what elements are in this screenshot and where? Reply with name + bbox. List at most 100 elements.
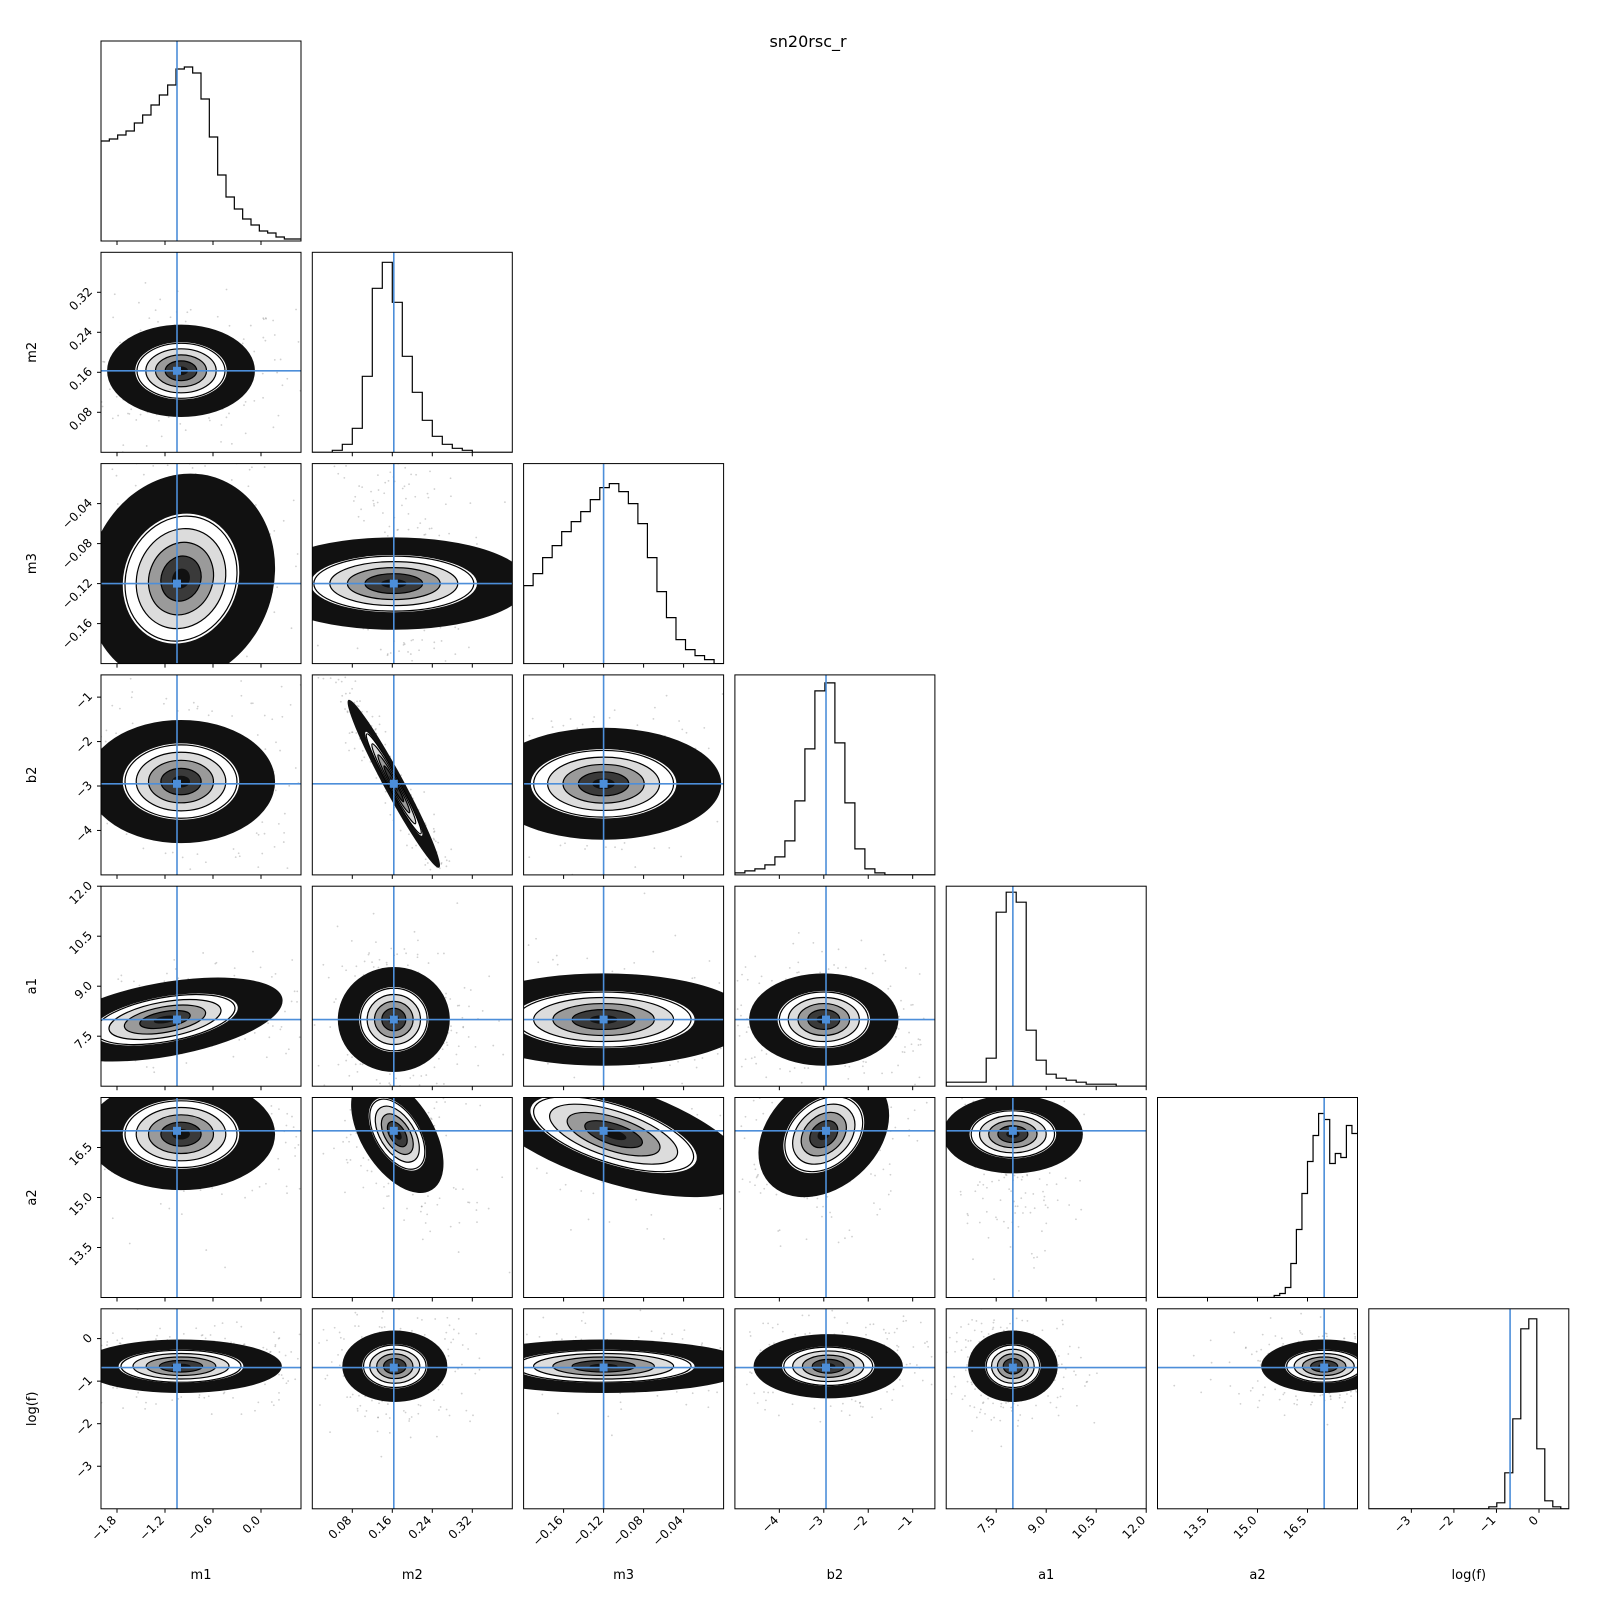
sample-point — [479, 1048, 481, 1050]
sample-point — [199, 1189, 202, 1192]
sample-point — [771, 1101, 774, 1104]
sample-point — [377, 1416, 379, 1419]
sample-point — [399, 829, 402, 832]
sample-point — [991, 1180, 993, 1183]
sample-point — [169, 316, 172, 319]
sample-point — [116, 1339, 119, 1342]
sample-point — [755, 1176, 758, 1179]
sample-point — [340, 734, 342, 736]
sample-point — [797, 961, 800, 964]
sample-point — [189, 689, 191, 691]
sample-point — [439, 1406, 442, 1408]
sample-point — [436, 1435, 438, 1438]
sample-point — [24, 761, 26, 763]
sample-point — [918, 1076, 921, 1079]
sample-point — [81, 1188, 83, 1190]
sample-point — [680, 855, 682, 858]
sample-point — [1003, 1176, 1006, 1179]
sample-point — [478, 1368, 481, 1371]
sample-point — [396, 1089, 398, 1091]
sample-point — [372, 1077, 374, 1079]
sample-point — [342, 1375, 345, 1377]
sample-point — [741, 796, 743, 798]
sample-point — [97, 1106, 99, 1108]
sample-point — [344, 665, 346, 667]
sample-point — [768, 780, 770, 782]
sample-point — [72, 1173, 74, 1175]
sample-point — [871, 972, 874, 975]
sample-point — [326, 1374, 329, 1377]
sample-point — [256, 734, 259, 736]
sample-point — [611, 970, 614, 973]
sample-point — [346, 1192, 348, 1194]
sample-point — [873, 1076, 875, 1078]
sample-point — [285, 1185, 288, 1188]
sample-point — [343, 1338, 345, 1340]
sample-point — [233, 974, 236, 977]
sample-point — [103, 722, 105, 724]
sample-point — [478, 1327, 480, 1329]
sample-point — [342, 1140, 345, 1143]
sample-point — [467, 1348, 470, 1350]
sample-point — [98, 987, 100, 989]
sample-point — [452, 897, 454, 899]
sample-point — [726, 1242, 728, 1244]
sample-point — [250, 702, 253, 705]
sample-point — [428, 527, 431, 530]
sample-point — [153, 1071, 156, 1074]
sample-point — [134, 1080, 136, 1082]
sample-point — [244, 432, 247, 435]
sample-point — [797, 1094, 799, 1096]
sample-point — [30, 1049, 32, 1051]
sample-point — [357, 515, 360, 518]
sample-point — [891, 1399, 894, 1402]
sample-point — [557, 1412, 559, 1415]
sample-point — [133, 980, 135, 983]
sample-point — [33, 599, 35, 601]
sample-point — [125, 833, 128, 836]
sample-point — [871, 1416, 873, 1419]
sample-point — [792, 737, 794, 739]
sample-point — [901, 1385, 904, 1387]
sample-point — [700, 1344, 703, 1346]
sample-point — [727, 784, 729, 786]
sample-point — [323, 1004, 325, 1006]
sample-point — [894, 1126, 897, 1129]
sample-point — [638, 1065, 641, 1068]
sample-point — [749, 1371, 751, 1374]
sample-point — [709, 1094, 711, 1096]
sample-point — [576, 727, 579, 730]
sample-point — [748, 742, 750, 744]
sample-point — [386, 534, 389, 537]
sample-point — [8, 1048, 10, 1050]
sample-point — [741, 1384, 743, 1386]
sample-point — [235, 1321, 238, 1324]
sample-point — [344, 676, 347, 679]
sample-point — [313, 1349, 315, 1351]
sample-point — [354, 975, 356, 977]
sample-point — [67, 669, 69, 671]
sample-point — [95, 1390, 97, 1392]
sample-point — [200, 1334, 203, 1337]
sample-point — [1003, 1060, 1005, 1062]
sample-point — [356, 1313, 359, 1316]
sample-point — [752, 1359, 754, 1361]
sample-point — [201, 449, 203, 451]
sample-point — [414, 495, 417, 498]
sample-point — [355, 732, 358, 734]
sample-point — [284, 1010, 286, 1013]
sample-point — [177, 977, 180, 980]
sample-point — [163, 980, 166, 983]
sample-point — [348, 692, 351, 695]
sample-point — [95, 1371, 97, 1373]
sample-point — [570, 1228, 572, 1231]
sample-point — [873, 1202, 875, 1205]
sample-point — [318, 1342, 320, 1344]
sample-point — [377, 489, 380, 491]
sample-point — [82, 357, 84, 359]
sample-point — [757, 1173, 759, 1176]
sample-point — [88, 1076, 90, 1078]
sample-point — [423, 770, 425, 772]
sample-point — [370, 490, 372, 493]
sample-point — [190, 893, 192, 895]
